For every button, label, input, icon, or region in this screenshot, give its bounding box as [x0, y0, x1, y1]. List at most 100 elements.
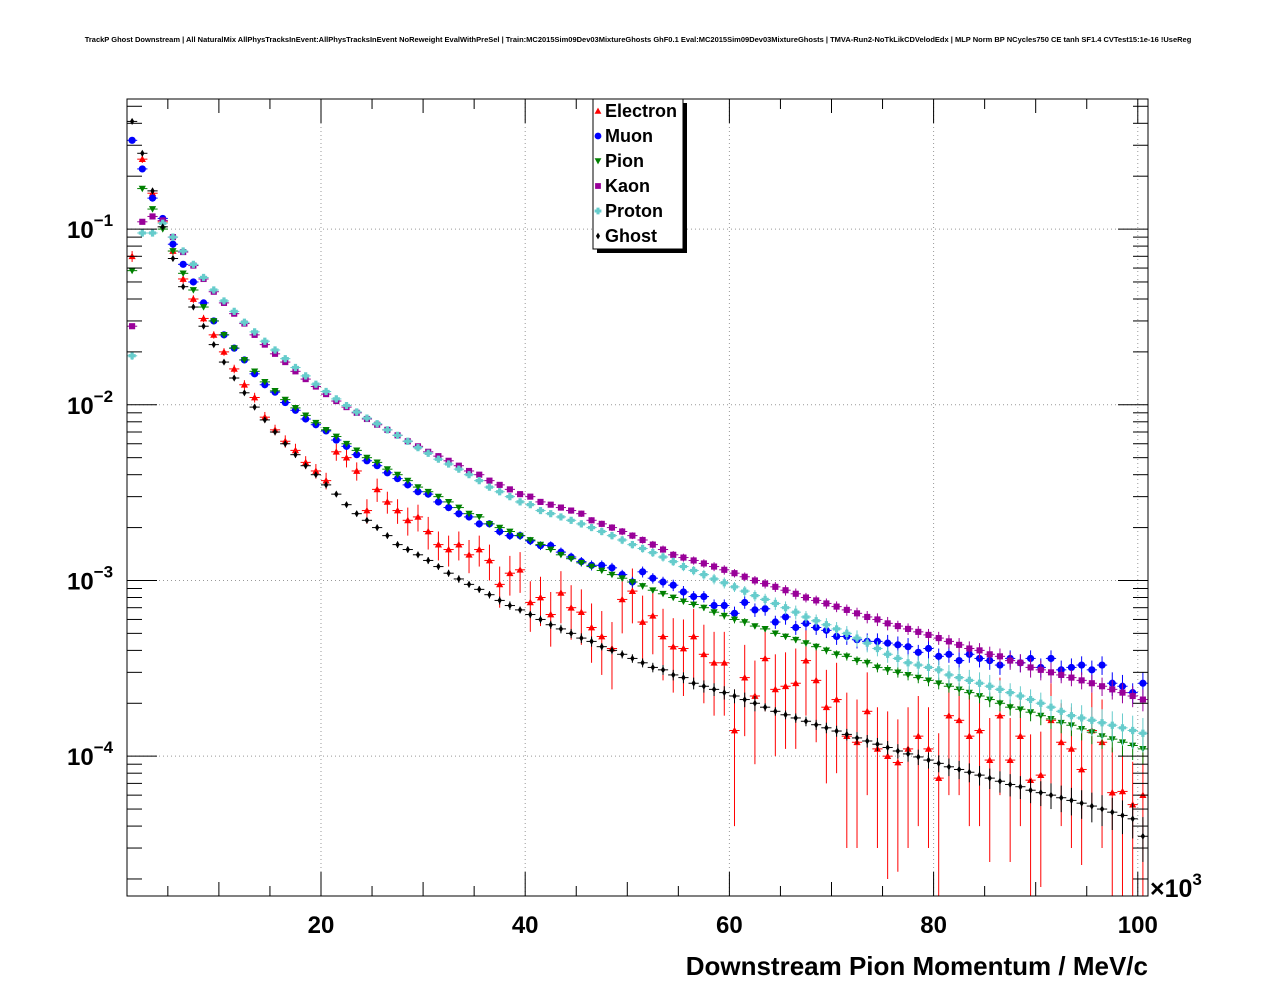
electron-point	[598, 632, 606, 640]
kaon-point	[813, 597, 820, 604]
muon-point	[148, 194, 157, 202]
y-tick-exponent: −1	[94, 211, 113, 230]
ghost-point	[374, 523, 380, 532]
kaon-point	[608, 524, 616, 531]
proton-point	[230, 307, 238, 315]
pion-point	[240, 357, 249, 364]
ghost-point	[987, 774, 992, 782]
muon-point	[669, 581, 677, 589]
pion-point	[332, 433, 340, 441]
pion-point	[475, 514, 483, 521]
ghost-point	[844, 730, 849, 739]
pion-point	[496, 524, 504, 532]
electron-point	[547, 610, 555, 618]
proton-point	[700, 570, 708, 579]
pion-point	[679, 598, 688, 606]
ghost-point	[313, 471, 319, 479]
muon-point	[659, 578, 667, 586]
electron-point	[465, 551, 473, 558]
proton-point	[873, 644, 882, 653]
kaon-point	[680, 554, 687, 561]
muon-point	[792, 623, 800, 632]
proton-point	[312, 380, 320, 388]
proton-point	[261, 337, 269, 345]
proton-point	[475, 477, 483, 485]
ghost-point	[221, 358, 227, 366]
electron-point	[741, 674, 749, 681]
proton-point	[373, 420, 381, 428]
proton-point	[1016, 692, 1024, 700]
electron-point	[1078, 765, 1086, 773]
ghost-point	[905, 750, 911, 758]
electron-point	[935, 774, 943, 781]
muon-point	[1067, 663, 1076, 672]
kaon-point	[762, 580, 769, 587]
kaon-point	[700, 560, 707, 567]
proton-point	[485, 483, 494, 491]
ghost-point	[936, 759, 941, 767]
ghost-point	[824, 724, 829, 732]
pion-point	[179, 270, 187, 277]
electron-point	[383, 498, 391, 505]
proton-point	[179, 247, 187, 255]
series-proton	[127, 219, 1148, 753]
proton-point	[628, 541, 636, 549]
y-tick-exponent: −2	[94, 387, 113, 406]
pion-point	[291, 405, 300, 412]
pion-point	[516, 532, 524, 540]
pion-point	[424, 488, 432, 496]
proton-point	[945, 671, 953, 679]
ghost-point	[681, 674, 686, 682]
ghost-point	[242, 389, 247, 397]
kaon-point	[1139, 696, 1146, 703]
ghost-point	[1038, 789, 1043, 797]
pion-point	[526, 537, 534, 544]
ghost-point	[977, 771, 982, 779]
pion-point	[598, 567, 606, 575]
ghost-point	[160, 223, 165, 231]
proton-point	[210, 286, 218, 294]
ghost-point	[262, 416, 267, 424]
proton-point	[730, 583, 739, 591]
proton-point	[802, 613, 810, 621]
x-multiplier-base: ×10	[1150, 875, 1192, 903]
ghost-point	[293, 451, 298, 459]
pion-point	[945, 683, 953, 690]
electron-point	[781, 682, 790, 690]
proton-point	[863, 639, 871, 647]
kaon-point	[1098, 683, 1106, 690]
kaon-point	[527, 493, 534, 500]
pion-point	[312, 419, 320, 427]
muon-point	[455, 510, 463, 518]
pion-point	[536, 541, 545, 549]
ghost-point	[1130, 815, 1135, 823]
kaon-point	[1058, 671, 1065, 678]
pion-point	[710, 609, 718, 616]
proton-point	[353, 408, 361, 416]
kaon-point	[884, 620, 891, 627]
proton-point	[761, 595, 769, 604]
pion-point	[251, 368, 259, 375]
ghost-point	[528, 610, 533, 619]
proton-point	[822, 621, 830, 629]
pion-point	[700, 604, 708, 612]
pion-point	[812, 643, 820, 651]
muon-point	[751, 606, 759, 614]
electron-point	[761, 654, 769, 662]
pion-point	[322, 426, 330, 434]
muon-point	[720, 601, 728, 610]
ghost-point	[926, 756, 931, 764]
ghost-point	[579, 634, 584, 642]
ghost-point	[630, 654, 635, 663]
muon-point	[690, 592, 698, 601]
kaon-point	[864, 613, 871, 621]
y-tick-label: 10−3	[67, 562, 113, 595]
electron-point	[526, 598, 534, 606]
kaon-point	[547, 501, 554, 508]
pion-point	[1006, 704, 1014, 711]
ghost-point	[568, 629, 574, 637]
pion-point	[935, 680, 943, 687]
pion-point	[138, 185, 146, 193]
kaon-point	[649, 541, 656, 548]
